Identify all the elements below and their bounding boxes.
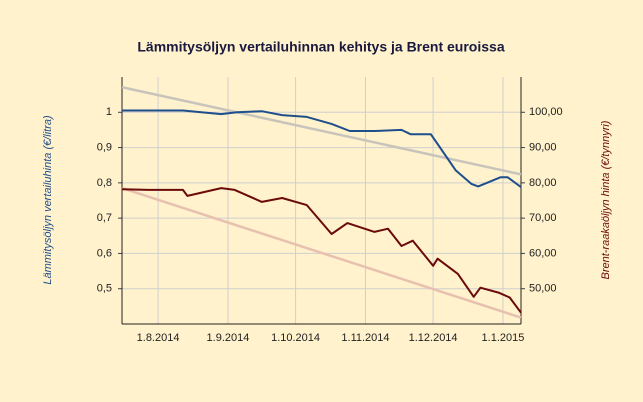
x-tick-label: 1.12.2014 <box>409 332 458 344</box>
y2-tick-label: 100,00 <box>529 106 563 118</box>
chart-title: Lämmitysöljyn vertailuhinnan kehitys ja … <box>137 39 504 55</box>
series-line <box>122 109 522 188</box>
x-tick-label: 1.1.2015 <box>482 332 525 344</box>
y-tick-label: 1 <box>106 106 112 118</box>
y2-tick-label: 60,00 <box>529 247 557 259</box>
y2-axis-label: Brent-raakaöljyn hinta (€/tynnyri) <box>600 120 612 279</box>
y2-tick-label: 70,00 <box>529 212 557 224</box>
y-tick-label: 0,7 <box>97 212 112 224</box>
series-line <box>121 187 522 314</box>
y-tick-label: 0,8 <box>97 177 112 189</box>
y2-tick-label: 90,00 <box>529 141 557 153</box>
y-tick-label: 0,9 <box>97 141 112 153</box>
y2-tick-label: 80,00 <box>529 177 557 189</box>
x-tick-label: 1.8.2014 <box>137 332 180 344</box>
series-line <box>121 85 522 176</box>
x-tick-label: 1.10.2014 <box>271 332 320 344</box>
y-tick-label: 0,5 <box>97 283 112 295</box>
series-line <box>121 186 522 319</box>
y-tick-label: 0,6 <box>97 247 112 259</box>
x-tick-label: 1.11.2014 <box>341 332 389 344</box>
y-axis-label: Lämmitysöljyn vertailuhinta (€/litra) <box>42 115 54 285</box>
x-tick-label: 1.9.2014 <box>207 332 250 344</box>
y2-tick-label: 50,00 <box>529 283 557 295</box>
